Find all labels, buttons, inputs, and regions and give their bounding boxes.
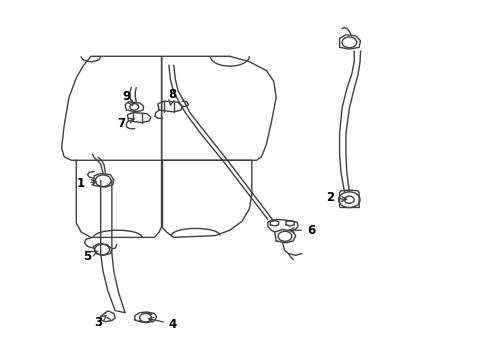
Text: 2: 2 [325, 192, 346, 204]
Text: 5: 5 [83, 249, 97, 262]
Text: 3: 3 [94, 315, 106, 329]
Text: 6: 6 [288, 224, 315, 237]
Text: 4: 4 [148, 317, 177, 331]
Text: 1: 1 [77, 177, 96, 190]
Text: 9: 9 [122, 90, 133, 105]
Text: 7: 7 [117, 117, 134, 130]
Text: 8: 8 [168, 88, 176, 105]
